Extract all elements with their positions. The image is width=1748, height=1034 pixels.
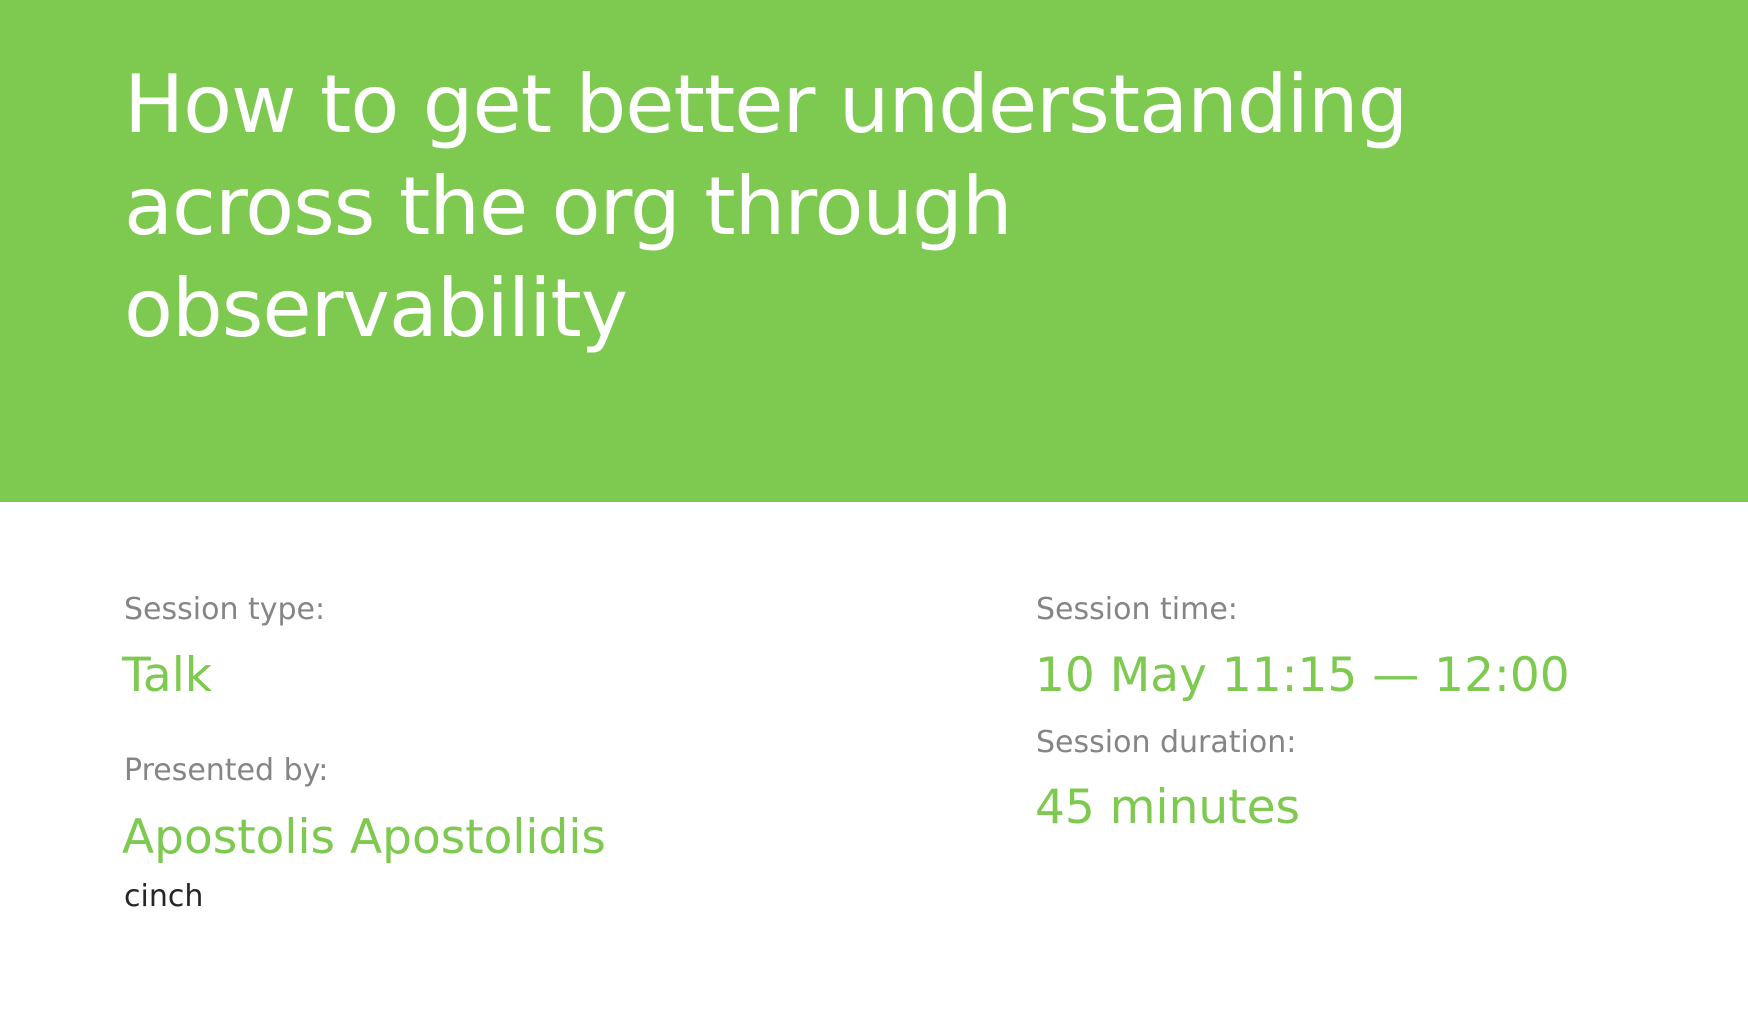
- session-duration-value: 45 minutes: [1035, 780, 1300, 835]
- session-duration-label: Session duration:: [1036, 725, 1297, 760]
- presenter-company: cinch: [124, 879, 204, 914]
- session-title-line: How to get better understanding: [124, 58, 1408, 151]
- session-title-line: across the org through: [124, 160, 1013, 253]
- presenter-name: Apostolis Apostolidis: [122, 810, 606, 865]
- session-header: How to get better understanding across t…: [0, 0, 1748, 502]
- session-type-label: Session type:: [124, 592, 326, 627]
- session-time-label: Session time:: [1036, 592, 1238, 627]
- session-title: How to get better understanding across t…: [124, 54, 1408, 360]
- session-type-value: Talk: [122, 648, 213, 703]
- session-time-value: 10 May 11:15 — 12:00: [1035, 648, 1570, 703]
- presenter-label: Presented by:: [124, 753, 329, 788]
- session-title-line: observability: [124, 262, 628, 355]
